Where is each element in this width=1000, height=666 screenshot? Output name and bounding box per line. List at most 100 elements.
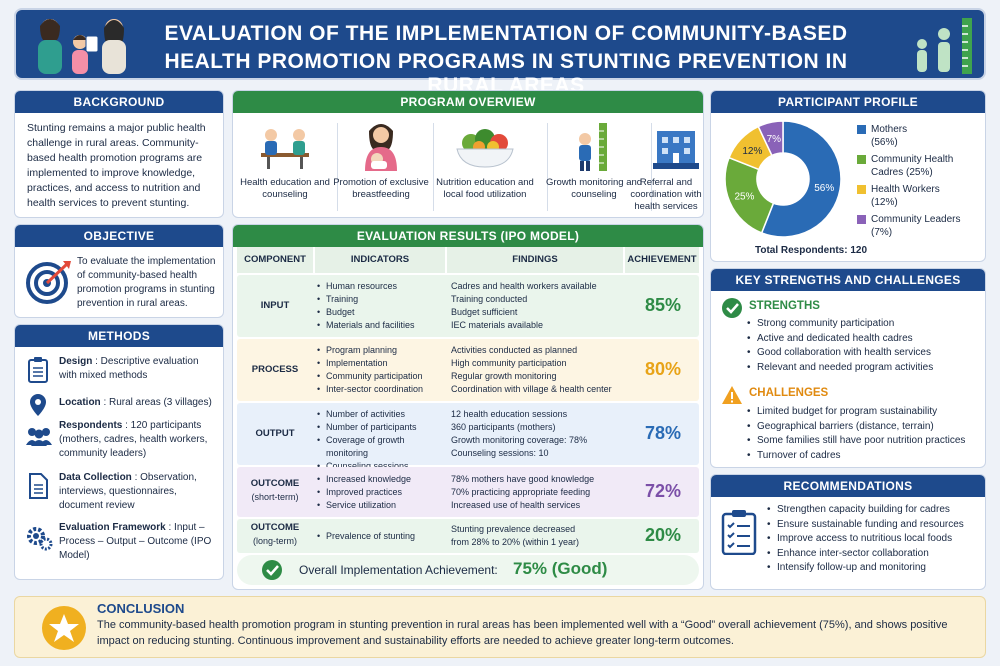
pie-slice-label: 7%: [767, 134, 782, 145]
indicator-item: Prevalence of stunting: [317, 530, 445, 543]
legend-item: Community Leaders (7%): [857, 213, 983, 239]
ipo-component: OUTPUT: [237, 428, 313, 439]
ipo-indicators: Increased knowledgeImproved practicesSer…: [317, 473, 445, 512]
ipo-row: OUTCOME (short-term) Increased knowledgeIm…: [237, 467, 699, 517]
finding-item: IEC materials available: [451, 320, 544, 330]
ipo-component-label: PROCESS: [251, 364, 299, 375]
ipo-component-label: INPUT: [260, 300, 290, 311]
ipo-achievement: 80%: [644, 359, 682, 379]
list-item: Limited budget for program sustainabilit…: [747, 405, 983, 420]
ipo-indicators: Prevalence of stunting: [317, 530, 445, 543]
indicator-item: Implementation: [317, 357, 445, 370]
pie-slice-mothers: [760, 120, 842, 238]
program-item-label: Health education and counseling: [240, 177, 330, 200]
legend-name: Community Leaders: [871, 214, 961, 225]
design-label: Design: [59, 356, 93, 367]
list-item: Strong community participation: [747, 317, 983, 332]
indicator-item: Service utilization: [317, 499, 445, 512]
list-item: Ensure sustainable funding and resources: [767, 518, 983, 533]
gears-icon: [27, 527, 53, 551]
methods-header: METHODS: [15, 325, 223, 347]
evaluation-card: EVALUATION RESULTS (IPO MODEL) COMPONENT…: [232, 224, 704, 590]
finding-item: 360 participants (mothers): [451, 422, 556, 432]
check-circle-icon: [722, 298, 742, 318]
framework-label: Evaluation Framework: [59, 522, 166, 533]
food-bowl-icon: [456, 129, 514, 168]
data-collection-value: : Observation, interviews, questionnaire…: [59, 472, 197, 511]
ipo-indicators: Human resourcesTrainingBudgetMaterials a…: [317, 280, 445, 332]
finding-item: Increased use of health services: [451, 499, 581, 510]
participant-profile-card: PARTICIPANT PROFILE 56% 25% 12% 7% Mothers (…: [710, 90, 986, 262]
list-item: Relevant and needed program activities: [747, 361, 983, 376]
strengths-list: Strong community participationActive and…: [747, 317, 983, 375]
ipo-indicators: Program planningImplementationCommunity …: [317, 344, 445, 396]
conclusion-title: CONCLUSION: [97, 601, 185, 616]
finding-item: 70% practicing appropriate feeding: [451, 486, 591, 497]
ipo-achievement: 85%: [644, 295, 682, 315]
program-overview-header: PROGRAM OVERVIEW: [233, 91, 703, 113]
ipo-achievement: 20%: [644, 525, 682, 545]
legend-swatch: [857, 125, 866, 134]
overall-achievement-bar: Overall Implementation Achievement: 75% …: [237, 555, 699, 585]
finding-item: Training conducted: [451, 294, 528, 304]
data-collection-label: Data Collection: [59, 472, 132, 483]
list-item: Strengthen capacity building for cadres: [767, 503, 983, 518]
indicator-item: Counseling sessions: [317, 460, 445, 473]
pie-slice-community-health-cadres: [724, 156, 775, 234]
indicator-item: Inter-sector coordination: [317, 383, 445, 396]
location-value: : Rural areas (3 villages): [103, 397, 212, 408]
pie-slice-label: 12%: [742, 146, 762, 157]
list-item: Some families still have poor nutrition …: [747, 434, 983, 449]
ipo-component-sub: (long-term): [252, 536, 297, 546]
column-header-component: COMPONENT: [237, 247, 313, 273]
ipo-component-label: OUTPUT: [255, 428, 295, 439]
legend-pct: (7%): [871, 227, 893, 238]
finding-item: Activities conducted as planned: [451, 345, 578, 355]
finding-item: Counseling sessions: 10: [451, 448, 549, 458]
program-item-label: Nutrition education and local food utili…: [436, 177, 534, 200]
indicator-item: Coverage of growth monitoring: [317, 434, 445, 460]
column-header-findings: FINDINGS: [447, 247, 623, 273]
star-badge-icon: [42, 606, 86, 650]
indicator-item: Number of participants: [317, 421, 445, 434]
ipo-component-label: OUTCOME: [250, 522, 300, 533]
list-item: Intensify follow-up and monitoring: [767, 561, 983, 576]
objective-text: To evaluate the implementation of commun…: [77, 256, 216, 309]
check-circle-icon: [262, 560, 282, 580]
target-icon: [26, 261, 71, 304]
legend-item: Mothers (56%): [857, 123, 983, 149]
growth-chart-icon: [579, 123, 607, 171]
document-icon: [29, 473, 48, 499]
ipo-component-label: OUTCOME: [250, 478, 300, 489]
ipo-component: INPUT: [237, 300, 313, 311]
legend-pct: (12%): [871, 197, 898, 208]
finding-item: Coordination with village & health cente…: [451, 384, 612, 394]
column-header-indicators: INDICATORS: [315, 247, 445, 273]
legend-swatch: [857, 215, 866, 224]
list-item: Turnover of cadres: [747, 449, 983, 464]
pie-slice-label: 56%: [814, 183, 834, 194]
legend-item: Community Health Cadres (25%): [857, 153, 983, 179]
participant-profile-header: PARTICIPANT PROFILE: [711, 91, 985, 113]
program-item-health-education: Health education and counseling: [233, 117, 337, 217]
pie-slice-community-leaders: [757, 120, 784, 157]
finding-item: Cadres and health workers available: [451, 281, 597, 291]
indicator-item: Number of activities: [317, 408, 445, 421]
recommendations-card: RECOMMENDATIONS Strengthen capacity buil…: [710, 474, 986, 590]
recommendations-header: RECOMMENDATIONS: [711, 475, 985, 497]
list-item: Geographical barriers (distance, terrain…: [747, 420, 983, 435]
objective-header: OBJECTIVE: [15, 225, 223, 247]
checklist-icon: [721, 510, 757, 555]
program-item-label: Promotion of exclusive breastfeeding: [333, 177, 429, 200]
participant-pie-chart: 56% 25% 12% 7%: [724, 120, 842, 238]
strengths-title: STRENGTHS: [749, 300, 820, 312]
ipo-findings: Cadres and health workers available Train…: [451, 280, 623, 332]
list-item: Improve access to nutritious local foods: [767, 532, 983, 547]
finding-item: 12 health education sessions: [451, 409, 568, 419]
ipo-findings: 12 health education sessions 360 particip…: [451, 408, 623, 460]
warning-icon: [722, 386, 742, 404]
family-illustration-icon: [38, 19, 126, 74]
finding-item: Growth monitoring coverage: 78%: [451, 435, 588, 445]
list-item: Good collaboration with health services: [747, 346, 983, 361]
ipo-row: OUTPUT Number of activitiesNumber of part…: [237, 403, 699, 473]
